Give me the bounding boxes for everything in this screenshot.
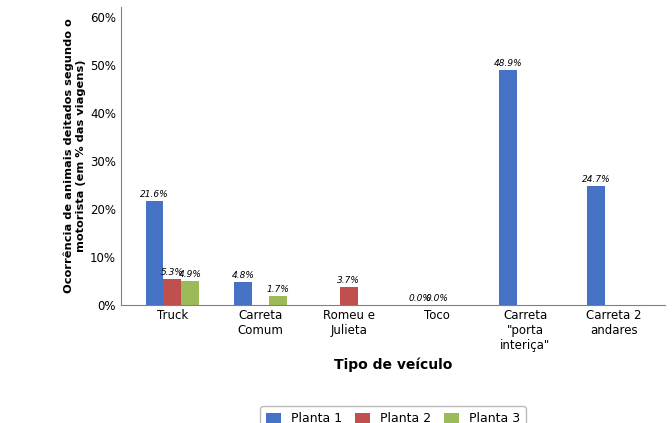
Text: 1.7%: 1.7% [267, 286, 290, 294]
Text: 21.6%: 21.6% [140, 190, 169, 199]
Bar [340, 287, 358, 305]
Y-axis label: Ocorrência de animais deitados segundo o
motorista (em % das viagens): Ocorrência de animais deitados segundo o… [64, 18, 86, 293]
Text: 0.0%: 0.0% [408, 294, 431, 302]
Text: 4.8%: 4.8% [231, 271, 254, 280]
Text: 5.3%: 5.3% [161, 268, 183, 277]
Bar [234, 282, 252, 305]
Text: 0.0%: 0.0% [426, 294, 449, 302]
Text: 24.7%: 24.7% [582, 175, 610, 184]
Legend: Planta 1, Planta 2, Planta 3: Planta 1, Planta 2, Planta 3 [260, 406, 526, 423]
Bar [269, 297, 287, 305]
Bar [181, 281, 199, 305]
X-axis label: Tipo de veículo: Tipo de veículo [334, 358, 452, 373]
Bar [587, 186, 605, 305]
Text: 3.7%: 3.7% [337, 276, 360, 285]
Bar [146, 201, 163, 305]
Bar [163, 279, 181, 305]
Text: 48.9%: 48.9% [493, 59, 522, 68]
Text: 4.9%: 4.9% [179, 270, 202, 279]
Bar [499, 70, 517, 305]
